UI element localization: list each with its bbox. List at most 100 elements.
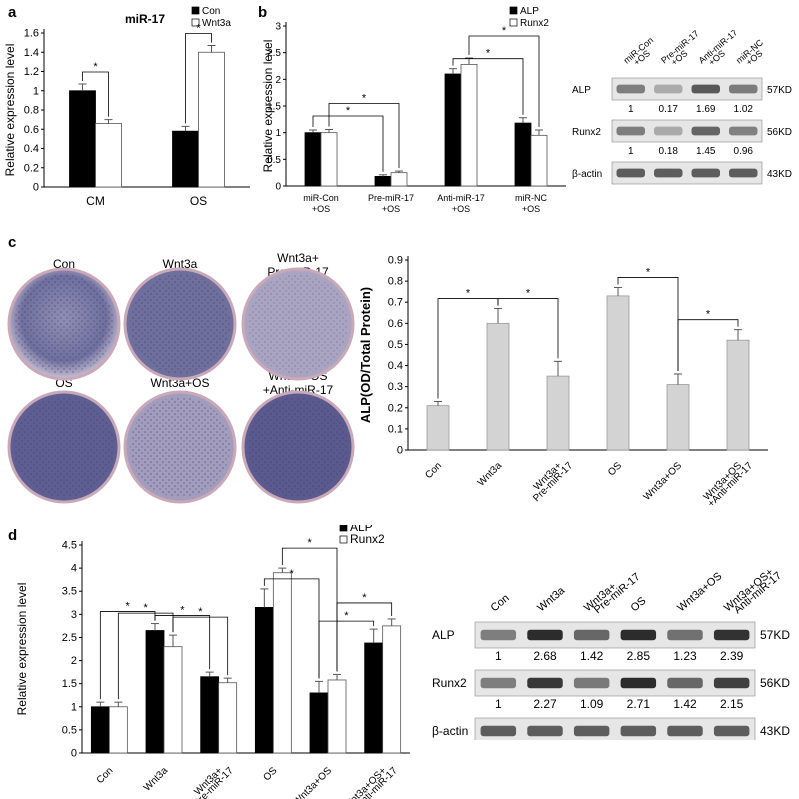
significance-bracket-a-0 <box>82 71 109 117</box>
y-tick-label-d: 0 <box>71 748 77 760</box>
plate-wnt3a <box>123 267 237 381</box>
legend-label-d-0: ALP <box>350 525 373 534</box>
bar-d-5-1 <box>382 625 402 754</box>
blot-band-blot_b-1-3 <box>729 126 758 136</box>
y-tick-label-c: 0.9 <box>388 255 403 267</box>
significance-bracket-d-2 <box>154 615 211 670</box>
category-label-d: Wnt3a <box>142 765 171 794</box>
y-tick-label-a: 0.8 <box>24 105 39 117</box>
significance-bracket-b-3 <box>468 35 540 127</box>
y-axis-label-c: ALP(OD/Total Protein) <box>358 287 373 423</box>
y-tick-label-c: 0.7 <box>388 297 403 309</box>
blot-quant-blot_d-1: 1.42 <box>673 697 697 711</box>
blot-quant-blot_d-0: 1.42 <box>580 649 604 663</box>
bar-d-5-0 <box>364 642 384 754</box>
blot-band-blot_d-1-2 <box>573 677 610 689</box>
bar-c-2-0 <box>546 375 570 451</box>
blot-quant-blot_d-1: 1 <box>495 697 502 711</box>
blot-band-blot_d-2-5 <box>713 725 750 737</box>
legend-label-b-0: ALP <box>520 6 539 17</box>
western-blot-b: miR-Con+OS Pre-miR-17+OS Anti-miR-17+OS miR… <box>572 30 792 185</box>
blot-quant-blot_d-1: 2.27 <box>533 697 557 711</box>
blot-size-blot_b-2: 43KD <box>767 169 792 180</box>
blot-strip-blot_d-1 <box>474 669 756 697</box>
y-tick-label-d: 1.5 <box>62 678 77 690</box>
y-tick-label-a: 1.6 <box>24 28 39 40</box>
y-tick-label-c: 0.6 <box>388 318 403 330</box>
blot-band-blot_d-1-4 <box>667 677 703 689</box>
significance-star-c-2: * <box>646 266 651 278</box>
chart-d-alp-runx2: 0 0.5 1 1.5 2 2.5 3 3.5 4 4.5 Relative expression … <box>15 525 410 799</box>
legend-swatch-a-1 <box>191 18 200 27</box>
legend-swatch-d-0 <box>339 525 348 532</box>
bar-a-1-0 <box>172 130 199 188</box>
blot-strip-blot_b-1 <box>611 119 763 143</box>
chart-a-miR-17: 0 0.2 0.4 0.6 0.8 1 1.2 1.4 1.6 Relative expressi… <box>3 6 250 208</box>
blot-row-label-blot_b-2: β-actin <box>572 169 602 180</box>
y-tick-label-d: 3 <box>71 609 77 621</box>
bar-a-1-1 <box>198 51 225 188</box>
blot-band-blot_d-1-0 <box>480 677 517 689</box>
category-label-b: +OS <box>312 204 330 214</box>
significance-bracket-b-0 <box>312 115 384 172</box>
blot-strip-blot_d-2 <box>474 717 756 740</box>
bar-d-1-1 <box>163 646 183 754</box>
bar-b-1-1 <box>390 172 408 187</box>
blot-lane-label-blot_d: Wnt3a <box>535 584 568 614</box>
category-label-d: Wnt3a+OS <box>292 765 335 799</box>
legend-swatch-b-0 <box>509 6 518 15</box>
category-label-b: +OS <box>452 204 470 214</box>
blot-quant-blot_d-0: 2.39 <box>720 649 744 663</box>
bar-d-0-1 <box>108 706 128 754</box>
blot-band-blot_d-1-1 <box>527 677 563 689</box>
bar-a-0-0 <box>69 90 96 188</box>
legend-swatch-b-1 <box>509 18 518 27</box>
y-tick-label-d: 2 <box>71 655 77 667</box>
bar-c-0-0 <box>426 405 450 451</box>
y-tick-label-a: 0.4 <box>24 143 39 155</box>
bar-d-3-0 <box>254 607 274 754</box>
blot-quant-blot_b-0: 1 <box>628 104 634 115</box>
legend-swatch-d-1 <box>339 535 348 544</box>
blot-band-blot_d-2-4 <box>667 725 703 737</box>
significance-bracket-d-3 <box>172 616 229 676</box>
blot-band-blot_d-0-0 <box>480 629 517 641</box>
blot-quant-blot_d-0: 1.23 <box>673 649 697 663</box>
blot-band-blot_b-1-0 <box>616 126 645 136</box>
blot-size-blot_b-0: 57KD <box>767 85 792 96</box>
blot-quant-blot_b-1: 0.18 <box>659 146 679 157</box>
category-label-d: OS <box>261 765 279 783</box>
blot-quant-blot_d-0: 1 <box>495 649 502 663</box>
significance-star-d-5: * <box>308 537 313 549</box>
blot-band-blot_d-0-1 <box>527 629 563 641</box>
blot-band-blot_b-0-0 <box>616 84 645 94</box>
bar-b-0-1 <box>320 132 338 187</box>
significance-star-b-1: * <box>362 92 367 104</box>
significance-star-c-1: * <box>526 288 531 300</box>
y-tick-label-c: 0.5 <box>388 339 403 351</box>
bar-b-2-0 <box>444 73 462 187</box>
blot-band-blot_d-0-2 <box>573 629 610 641</box>
blot-band-blot_d-2-2 <box>573 725 610 737</box>
blot-band-blot_d-0-3 <box>620 629 657 641</box>
bar-d-1-0 <box>145 630 165 754</box>
bar-d-0-0 <box>90 706 110 754</box>
blot-quant-blot_b-0: 1.02 <box>734 104 754 115</box>
blot-strip-blot_d-0 <box>474 621 756 649</box>
blot-band-blot_b-1-2 <box>691 126 720 136</box>
panel-letter-c: c <box>8 234 16 251</box>
bar-b-0-0 <box>304 132 322 187</box>
blot-row-label-blot_b-1: Runx2 <box>572 127 601 138</box>
blot-band-blot_d-0-5 <box>713 629 750 641</box>
significance-bracket-c-1 <box>497 298 559 359</box>
y-tick-label-a: 0.2 <box>24 162 39 174</box>
significance-star-a-0: * <box>93 61 98 73</box>
y-tick-label-b: 0.5 <box>267 155 281 166</box>
y-tick-label-d: 1 <box>71 701 77 713</box>
blot-row-label-blot_b-0: ALP <box>572 85 591 96</box>
significance-star-b-0: * <box>346 105 351 117</box>
plate-wnt3a-os-anti-mir-17 <box>241 390 355 504</box>
category-label-c: Wnt3a <box>476 460 505 489</box>
